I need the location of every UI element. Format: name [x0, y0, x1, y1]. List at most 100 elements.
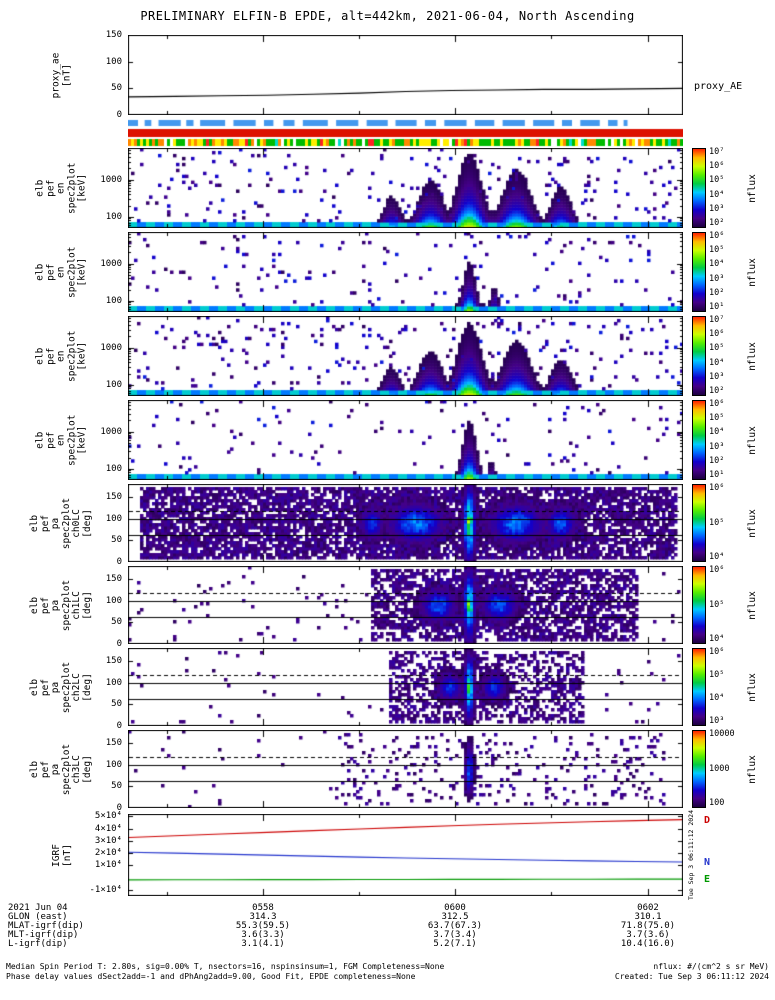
- pa_spec_ch1LC-panel: [128, 566, 683, 644]
- y-tick-label: 150: [105, 574, 122, 584]
- colorbar-tick-label: 10³: [709, 441, 725, 452]
- axis-row-value: 10.4(16.0): [620, 939, 676, 949]
- y-axis-label: IGRF [nT]: [22, 814, 102, 896]
- pa_spec_ch3LC-panel: [128, 730, 683, 808]
- y-tick-label: -1×10⁴: [89, 884, 122, 895]
- colorbar-tick-label: 10⁷: [709, 147, 725, 157]
- y-axis-label-text: elb pef pa spec2plot ch1LC [deg]: [29, 579, 93, 631]
- colorbar-tick-label: 10⁴: [709, 634, 725, 644]
- colorbar-tick-label: 10⁵: [709, 343, 725, 354]
- colorbar-axis-label-text: nflux: [746, 590, 758, 620]
- y-tick-label: 4×10⁴: [94, 823, 122, 834]
- y-axis-label: elb pef pa spec2plot ch0LC [deg]: [22, 484, 102, 562]
- colorbar-tick-label: 10⁶: [709, 647, 725, 657]
- y-tick-label: 50: [111, 617, 122, 628]
- axis-row-label: MLT-igrf(dip): [8, 930, 79, 940]
- axis-row-label: MLAT-igrf(dip): [8, 921, 84, 931]
- creation-timestamp-vertical: Tue Sep 3 06:11:12 2024: [686, 810, 696, 900]
- proxy_ae-panel: [128, 35, 683, 115]
- y-tick-label: 100: [105, 595, 122, 606]
- colorbar-axis-label-text: nflux: [746, 672, 758, 702]
- y-tick-label: 100: [105, 211, 122, 222]
- colorbar-tick-label: 10⁶: [709, 399, 725, 409]
- axis-row-value: 63.7(67.3): [427, 921, 483, 931]
- y-tick-label: 100: [105, 463, 122, 474]
- colorbar-tick-label: 10²: [709, 287, 725, 298]
- y-axis-label: elb pef pa spec2plot ch2LC [deg]: [22, 648, 102, 726]
- colorbar-axis-label: nflux: [745, 648, 759, 726]
- y-axis-label: elb pef en spec2plot [keV]: [22, 148, 102, 228]
- y-axis-label-text: elb pef pa spec2plot ch2LC [deg]: [29, 661, 93, 713]
- colorbar-tick-label: 10⁵: [709, 599, 725, 610]
- creation-timestamp-text: Tue Sep 3 06:11:12 2024: [687, 809, 696, 901]
- y-axis-label: elb pef pa spec2plot ch1LC [deg]: [22, 566, 102, 644]
- colorbar-tick-label: 10⁶: [709, 231, 725, 241]
- axis-row-value: 0602: [637, 903, 659, 913]
- axis-row-value: 71.8(75.0): [620, 921, 676, 931]
- colorbar: [692, 484, 706, 562]
- y-tick-label: 150: [105, 656, 122, 666]
- y-tick-label: 150: [105, 492, 122, 502]
- y-tick-label: 100: [105, 759, 122, 770]
- y-tick-label: 100: [105, 513, 122, 524]
- y-tick-label: 0: [116, 557, 122, 567]
- axis-row-value: 314.3: [249, 912, 277, 922]
- y-axis-label-text: elb pef pa spec2plot ch0LC [deg]: [29, 497, 93, 549]
- colorbar-tick-label: 10³: [709, 716, 725, 726]
- colorbar-axis-label-text: nflux: [746, 425, 758, 455]
- axis-row-value: 3.7(3.6): [626, 930, 670, 940]
- axis-row-value: 3.6(3.3): [241, 930, 285, 940]
- colorbar-axis-label: nflux: [745, 400, 759, 480]
- axis-row-value: 3.7(3.4): [433, 930, 477, 940]
- axis-row-value: 0558: [252, 903, 274, 913]
- y-tick-label: 0: [116, 721, 122, 731]
- en_spec_ch0-panel: [128, 148, 683, 228]
- y-axis-label-text: elb pef en spec2plot [keV]: [34, 246, 88, 298]
- y-tick-label: 0: [116, 110, 122, 120]
- y-tick-label: 150: [105, 30, 122, 40]
- y-tick-label: 1000: [100, 174, 122, 185]
- axis-row-value: 0600: [444, 903, 466, 913]
- colorbar: [692, 316, 706, 396]
- y-tick-label: 1000: [100, 426, 122, 437]
- colorbar-tick-label: 10²: [709, 455, 725, 466]
- en_spec_ch2-panel: [128, 316, 683, 396]
- colorbar-tick-label: 10⁴: [709, 552, 725, 562]
- colorbar-tick-label: 10²: [709, 218, 725, 228]
- colorbar-tick-label: 10⁵: [709, 245, 725, 256]
- colorbar-tick-label: 10⁴: [709, 693, 725, 703]
- footer-spin-period-line: Median Spin Period T: 2.80s, sig=0.00% T…: [6, 962, 445, 971]
- y-axis-label: elb pef pa spec2plot ch3LC [deg]: [22, 730, 102, 808]
- colorbar-axis-label-text: nflux: [746, 341, 758, 371]
- y-tick-label: 50: [111, 781, 122, 792]
- axis-row-value: 5.2(7.1): [433, 939, 477, 949]
- igrf-panel: [128, 814, 683, 896]
- y-axis-label: proxy_ae [nT]: [22, 35, 102, 115]
- colorbar-axis-label: nflux: [745, 316, 759, 396]
- colorbar-tick-label: 10⁵: [709, 517, 725, 528]
- igrf-series-label-N: N: [704, 856, 711, 868]
- availability-strips: [128, 118, 683, 148]
- colorbar-tick-label: 10³: [709, 203, 725, 214]
- panel-right-label: proxy_AE: [694, 81, 743, 93]
- colorbar: [692, 566, 706, 644]
- y-tick-label: 1000: [100, 258, 122, 269]
- igrf-series-label-E: E: [704, 874, 711, 886]
- footer-phase-delay-line: Phase delay values dSect2add=-1 and dPhA…: [6, 972, 416, 981]
- colorbar-axis-label: nflux: [745, 484, 759, 562]
- colorbar-tick-label: 10⁴: [709, 357, 725, 368]
- y-tick-label: 50: [111, 699, 122, 710]
- colorbar-tick-label: 10⁷: [709, 315, 725, 325]
- colorbar: [692, 730, 706, 808]
- axis-row-label: 2021 Jun 04: [8, 903, 68, 913]
- colorbar-tick-label: 100: [709, 798, 725, 808]
- y-tick-label: 0: [116, 639, 122, 649]
- colorbar-tick-label: 10⁶: [709, 329, 725, 340]
- axis-row-label: GLON (east): [8, 912, 68, 922]
- colorbar: [692, 400, 706, 480]
- colorbar-tick-label: 10¹: [709, 302, 725, 312]
- y-tick-label: 2×10⁴: [94, 848, 122, 859]
- colorbar-tick-label: 10³: [709, 273, 725, 284]
- y-axis-label-text: elb pef pa spec2plot ch3LC [deg]: [29, 743, 93, 795]
